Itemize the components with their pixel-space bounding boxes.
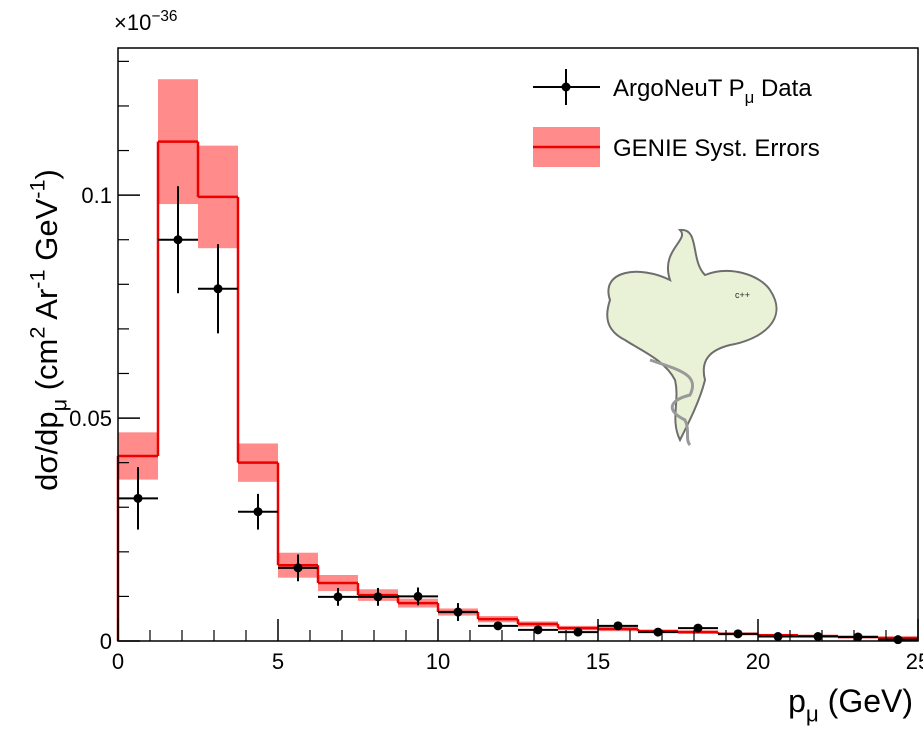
genie-logo: c++ [606,228,778,447]
plot-area [116,79,918,645]
data-point [853,632,863,642]
y-axis-label-part: GeV [29,198,64,269]
x-tick-label: 10 [426,649,450,674]
y-axis-label-part: μ [46,399,71,412]
data-point [133,493,143,503]
legend-label-part: μ [745,88,755,107]
axis-multiplier-part: −36 [151,8,177,25]
y-axis-label-part: ) [29,169,64,179]
axis-multiplier: ×10−36 [114,8,177,35]
data-point [453,607,463,617]
data-point [653,627,663,637]
axis-multiplier-part: ×10 [114,10,151,35]
x-tick-label: 5 [272,649,284,674]
x-tick-label: 0 [112,649,124,674]
x-axis-label-part: p [788,683,806,719]
y-axis-label-part: dσ/dp [29,411,64,490]
data-point [413,591,423,601]
data-point [173,235,183,245]
x-axis-label: pμ (GeV) [788,683,913,727]
data-point [213,284,223,294]
y-tick-label: 0 [100,629,112,654]
data-point [613,621,623,631]
y-tick-label: 0.1 [81,183,112,208]
legend-label-part: Data [754,75,812,102]
legend-label-part: GENIE Syst. Errors [613,135,820,162]
x-axis-label-part: μ [806,702,819,727]
data-point [733,629,743,639]
legend-marker [561,82,571,92]
logo-mark: c++ [735,290,750,300]
legend-label-part: ArgoNeuT P [613,75,745,102]
data-point [693,623,703,633]
y-axis-label-part: -1 [25,179,50,198]
legend-label: ArgoNeuT Pμ Data [613,75,812,107]
x-tick-label: 15 [586,649,610,674]
frame [117,47,919,642]
data-point [773,632,783,642]
data-point [533,625,543,635]
legend-label: GENIE Syst. Errors [613,135,820,162]
data-point [493,621,503,631]
x-tick-label: 20 [746,649,770,674]
data-point [573,627,583,637]
y-axis-label-part: 2 [25,327,50,339]
y-axis-label-part: (cm [29,339,64,399]
y-axis-label: dσ/dpμ (cm2 Ar-1 GeV-1) [25,169,72,491]
data-point [373,592,383,602]
data-point [333,592,343,602]
data-point [893,635,903,645]
y-axis-label-part: -1 [25,269,50,288]
x-axis-label-part: (GeV) [819,683,913,719]
data-point [253,507,263,517]
y-tick-label: 0.05 [69,406,112,431]
data-point [813,632,823,642]
data-point [293,563,303,573]
y-axis-label-part: Ar [29,289,64,327]
x-tick-label: 25 [906,649,923,674]
